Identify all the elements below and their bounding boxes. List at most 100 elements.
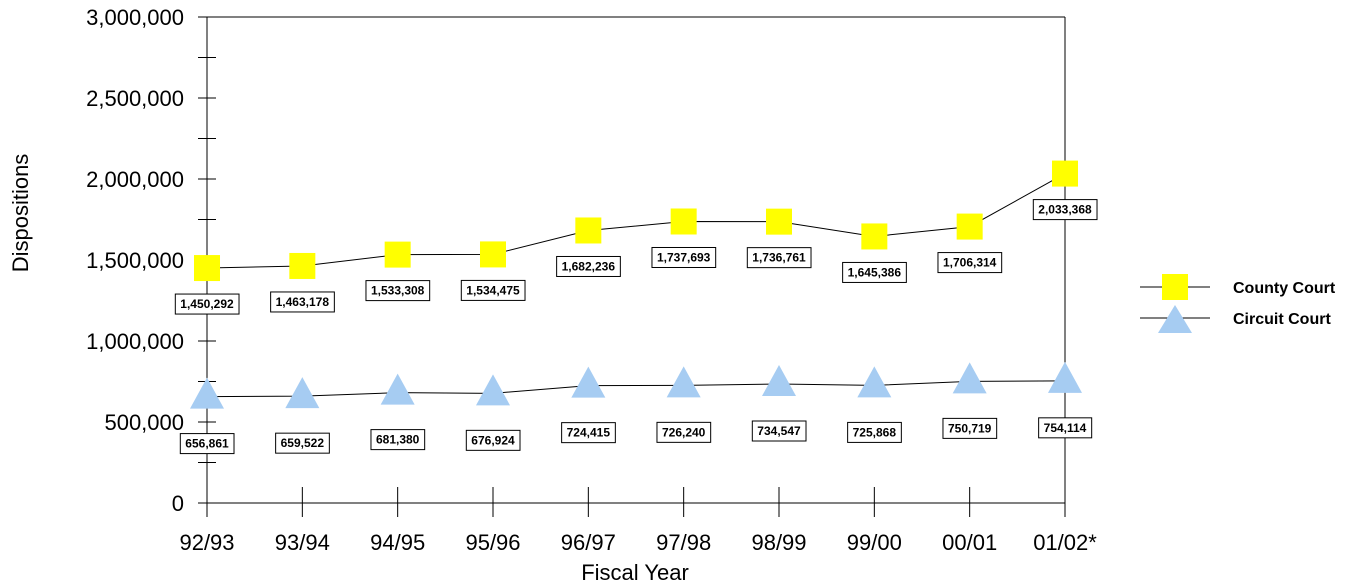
circuit-court-marker — [952, 362, 987, 394]
data-label-text: 754,114 — [1044, 421, 1087, 435]
data-label: 750,719 — [942, 417, 998, 439]
y-axis-title: Dispositions — [8, 154, 33, 273]
county-court-marker — [480, 241, 506, 268]
data-label-box — [937, 252, 1003, 274]
data-label-text: 750,719 — [948, 421, 992, 435]
data-label: 1,736,761 — [746, 247, 812, 269]
county-court-marker — [670, 208, 697, 235]
data-label-text: 656,861 — [185, 437, 229, 451]
circuit-court-marker — [285, 377, 320, 409]
circuit-court-marker — [571, 366, 606, 398]
y-tick-label: 500,000 — [104, 410, 184, 435]
circuit-court-marker — [762, 365, 796, 397]
legend-label-circuit-court: Circuit Court — [1233, 311, 1331, 328]
data-label-text: 2,033,368 — [1038, 203, 1092, 217]
legend-item-county-court: County Court — [1140, 274, 1336, 300]
data-label-box — [370, 429, 426, 451]
data-label: 1,737,693 — [651, 246, 717, 268]
legend: County Court Circuit Court — [1140, 274, 1336, 333]
y-tick-label: 1,000,000 — [86, 329, 184, 354]
data-label: 1,533,308 — [365, 280, 431, 302]
data-label-box — [275, 432, 330, 454]
data-label: 659,522 — [275, 432, 330, 454]
y-tick-label: 1,500,000 — [86, 248, 184, 273]
legend-item-circuit-court: Circuit Court — [1140, 305, 1331, 333]
data-label-box — [842, 261, 907, 283]
y-tick-label: 0 — [172, 491, 184, 516]
x-tick-label: 98/99 — [751, 530, 806, 555]
circuit-court-marker — [1048, 361, 1082, 393]
data-label: 734,547 — [751, 420, 807, 442]
data-label-text: 681,380 — [376, 433, 420, 447]
legend-label-county-court: County Court — [1233, 280, 1336, 297]
data-label-box — [751, 420, 807, 442]
data-label-box — [556, 255, 621, 277]
data-label-box — [651, 246, 717, 268]
y-tick-label: 2,000,000 — [86, 167, 184, 192]
data-label-text: 724,415 — [567, 426, 611, 440]
data-label: 1,463,178 — [270, 291, 335, 313]
data-label: 1,682,236 — [556, 255, 621, 277]
data-label: 724,415 — [561, 422, 616, 444]
x-tick-label: 93/94 — [275, 530, 330, 555]
county-court-marker — [384, 241, 411, 268]
data-label-box — [460, 279, 526, 301]
legend-triangle-marker — [1158, 305, 1192, 333]
data-label-box — [847, 421, 902, 443]
data-label-box — [365, 280, 431, 302]
data-label: 1,450,292 — [174, 293, 240, 315]
data-label-text: 1,463,178 — [276, 295, 330, 309]
x-tick-label: 92/93 — [179, 530, 234, 555]
data-label-text: 1,682,236 — [562, 259, 616, 273]
data-label-box — [1032, 199, 1098, 221]
data-label-box — [1038, 417, 1093, 439]
plot-frame — [207, 16, 1066, 503]
legend-square-marker — [1162, 274, 1188, 300]
y-tick-label: 2,500,000 — [86, 86, 184, 111]
county-court-marker — [1052, 160, 1078, 187]
county-court-marker — [575, 217, 602, 244]
data-label-box — [174, 293, 240, 315]
data-label-box — [746, 247, 812, 269]
county-court-marker — [766, 208, 792, 235]
data-label: 1,706,314 — [937, 252, 1003, 274]
circuit-court-marker — [190, 377, 224, 409]
data-label: 681,380 — [370, 429, 426, 451]
data-label-text: 1,533,308 — [371, 284, 425, 298]
county-court-marker — [194, 255, 220, 282]
x-tick-label: 97/98 — [656, 530, 711, 555]
data-label: 725,868 — [847, 421, 902, 443]
circuit-court-marker — [380, 373, 415, 405]
data-label: 726,240 — [656, 421, 712, 443]
x-tick-label: 95/96 — [465, 530, 520, 555]
data-label: 754,114 — [1038, 417, 1093, 439]
data-label-text: 1,645,386 — [848, 265, 902, 279]
x-tick-label: 96/97 — [561, 530, 616, 555]
county-court-marker — [289, 252, 316, 279]
data-label-text: 1,736,761 — [752, 251, 806, 265]
data-label-text: 1,534,475 — [466, 283, 520, 297]
y-axis: 0 500,000 1,000,000 1,500,000 2,000,000 2,500… — [86, 5, 216, 516]
data-label: 1,645,386 — [842, 261, 907, 283]
data-label-box — [656, 421, 712, 443]
data-label-text: 1,706,314 — [943, 256, 997, 270]
data-label-box — [270, 291, 335, 313]
data-label: 2,033,368 — [1032, 199, 1098, 221]
x-tick-label: 99/00 — [847, 530, 902, 555]
y-tick-label: 3,000,000 — [86, 5, 184, 30]
data-label-box — [465, 429, 521, 451]
x-tick-label: 01/02* — [1033, 530, 1097, 555]
county-court-marker — [956, 213, 983, 240]
data-label-layer: 1,450,292 1,463,178 1,533,308 1,534,475 1,68… — [174, 199, 1098, 455]
circuit-court-marker — [476, 374, 510, 406]
data-label: 1,534,475 — [460, 279, 526, 301]
data-label-box — [942, 417, 998, 439]
x-axis: 92/93 93/94 94/95 95/96 96/97 97/98 98/99 99/00… — [179, 487, 1097, 555]
x-axis-title: Fiscal Year — [581, 560, 689, 585]
circuit-court-marker — [857, 366, 892, 398]
data-label-text: 1,737,693 — [657, 250, 711, 264]
data-label-box — [179, 433, 235, 455]
data-label-box — [561, 422, 616, 444]
data-label-text: 659,522 — [281, 436, 325, 450]
